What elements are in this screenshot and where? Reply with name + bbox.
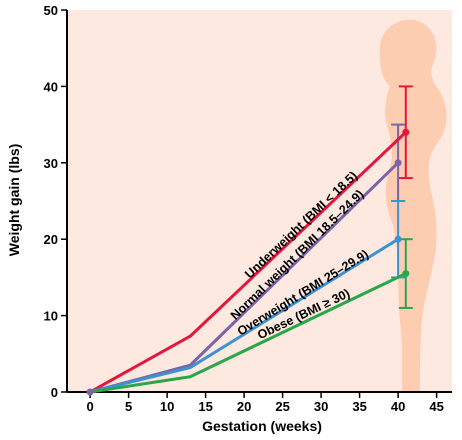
- pregnant-woman-silhouette: [379, 19, 447, 393]
- x-tick-group: 0 5 10 15 20 25 30 35 40 45: [86, 392, 444, 414]
- y-axis-title: Weight gain (lbs): [6, 144, 22, 257]
- x-axis: 0 5 10 15 20 25 30 35 40 45 Gestation (weeks): [67, 391, 452, 434]
- x-tick-label: 15: [198, 399, 212, 414]
- origin-point: [86, 388, 94, 396]
- x-tick-label: 10: [160, 399, 174, 414]
- y-tick-label: 50: [44, 3, 58, 18]
- series-line: [89, 131, 407, 394]
- series-line: [89, 272, 407, 394]
- y-tick-label: 10: [44, 309, 58, 324]
- y-axis: 0 10 20 30 40 50 Weight gain (lbs): [6, 3, 68, 400]
- y-tick-label: 30: [44, 156, 58, 171]
- x-tick-label: 25: [275, 399, 289, 414]
- series-endpoint: [394, 159, 402, 167]
- x-tick-label: 5: [125, 399, 132, 414]
- x-tick-label: 0: [86, 399, 93, 414]
- x-axis-title: Gestation (weeks): [202, 418, 322, 434]
- y-tick-label: 0: [51, 385, 58, 400]
- series-endpoint: [402, 128, 410, 136]
- y-tick-group: 0 10 20 30 40 50: [44, 3, 67, 400]
- y-tick-label: 20: [44, 232, 58, 247]
- series-endpoint: [402, 270, 410, 278]
- x-tick-label: 45: [429, 399, 443, 414]
- y-tick-label: 40: [44, 79, 58, 94]
- series-endpoint: [394, 235, 402, 243]
- x-tick-label: 40: [391, 399, 405, 414]
- x-tick-label: 35: [352, 399, 366, 414]
- series-line: [89, 237, 399, 394]
- x-tick-label: 30: [314, 399, 328, 414]
- x-tick-label: 20: [237, 399, 251, 414]
